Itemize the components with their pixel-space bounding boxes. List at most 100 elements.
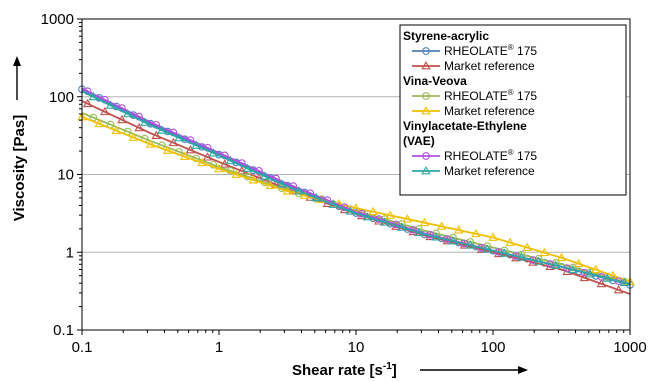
series-point	[448, 236, 458, 245]
series-point	[294, 186, 304, 195]
series-point	[105, 100, 116, 109]
series-point	[396, 222, 407, 231]
series-point	[516, 252, 527, 261]
series-point	[282, 186, 293, 195]
series-point	[145, 139, 156, 148]
y-tick-label: 100	[49, 89, 74, 106]
series-point	[431, 232, 441, 241]
series-point	[191, 140, 201, 149]
series-point	[140, 117, 150, 126]
series-point	[471, 228, 481, 238]
y-axis-title: Viscosity [Pas]	[11, 115, 28, 221]
legend-triangle-marker	[421, 61, 431, 70]
series-point	[499, 248, 510, 257]
legend-group-title: Vina-Veova	[403, 74, 467, 88]
series-point	[402, 214, 413, 223]
series-point	[134, 122, 144, 132]
series-point	[151, 130, 161, 139]
series-point	[619, 277, 630, 287]
series-line	[81, 90, 631, 285]
legend-group-title: Vinylacetate-Ethylene	[403, 119, 527, 133]
y-tick-label: 0.1	[53, 322, 74, 339]
series-point	[185, 145, 196, 154]
series-point	[117, 114, 127, 124]
legend-circle-marker	[422, 47, 430, 55]
series-line	[81, 116, 631, 283]
series-point	[379, 217, 390, 226]
y-tick-label: 1	[66, 244, 74, 261]
series-point	[128, 132, 139, 141]
series-point	[539, 247, 550, 257]
series-point	[202, 152, 213, 161]
series-point	[454, 225, 464, 234]
series-point	[528, 257, 538, 266]
series-point	[488, 232, 498, 241]
series-point	[94, 118, 104, 128]
x-axis-title: Shear rate [s-1]	[292, 361, 397, 379]
series-point	[157, 125, 167, 134]
series-point	[608, 270, 618, 279]
x-tick-label: 1	[215, 339, 223, 356]
legend-triangle-marker	[421, 106, 431, 115]
x-tick-label: 100	[480, 339, 505, 356]
series-point	[596, 278, 607, 288]
series-point	[162, 145, 173, 154]
x-axis-title-text: Shear rate [s	[292, 362, 383, 379]
x-tick-label: 0.1	[72, 339, 93, 356]
series-point	[414, 227, 424, 237]
series-point	[436, 221, 447, 230]
series-point	[533, 256, 544, 265]
series-point	[214, 164, 224, 173]
legend-entry-label: Market reference	[444, 104, 535, 118]
series-point	[259, 171, 270, 180]
series-point	[174, 132, 184, 142]
series-point	[545, 261, 555, 271]
series-point	[482, 244, 493, 253]
series-point	[613, 285, 624, 294]
series-point	[602, 273, 612, 282]
series-point	[385, 210, 395, 219]
data-series	[77, 85, 635, 295]
x-tick-label: 1000	[613, 339, 646, 356]
legend-group-title: (VAE)	[403, 134, 435, 148]
axis-ticks: 0.1 1 10 100 1000 0.1 1 10 100 1000	[41, 11, 647, 356]
x-axis-title-superscript: -1	[383, 361, 392, 372]
x-axis-arrow	[420, 366, 528, 374]
legend-entry-label: RHEOLATE® 175	[444, 148, 537, 163]
series-point	[505, 237, 515, 246]
legend-group-title: Styrene-acrylic	[403, 29, 489, 43]
series-point	[511, 253, 521, 262]
series-6	[81, 90, 631, 287]
series-point	[242, 163, 253, 172]
series-point	[362, 212, 373, 221]
series-point	[208, 148, 219, 157]
y-axis-arrow	[13, 56, 21, 100]
y-tick-label: 1000	[41, 11, 74, 28]
legend-entry-label: Market reference	[444, 59, 535, 73]
y-tick-label: 10	[57, 167, 74, 184]
legend-entry-label: RHEOLATE® 175	[444, 88, 537, 103]
series-point	[168, 137, 179, 147]
legend-circle-marker	[422, 152, 430, 160]
series-point	[345, 206, 356, 215]
series-point	[328, 199, 338, 208]
legend-box	[399, 24, 627, 196]
series-point	[351, 203, 361, 212]
series-point	[419, 217, 430, 227]
series-point	[248, 175, 258, 184]
series-point	[556, 252, 567, 262]
series-point	[568, 264, 578, 274]
x-tick-label: 10	[348, 339, 365, 356]
x-axis-title-close: ]	[392, 362, 397, 379]
series-point	[88, 91, 99, 101]
legend-circle-marker	[422, 92, 430, 100]
series-point	[585, 269, 595, 278]
series-point	[111, 125, 121, 134]
series-point	[225, 155, 236, 165]
series-point	[265, 180, 276, 190]
series-point	[368, 206, 378, 216]
legend-entry-label: Market reference	[444, 164, 535, 178]
series-point	[551, 260, 561, 269]
